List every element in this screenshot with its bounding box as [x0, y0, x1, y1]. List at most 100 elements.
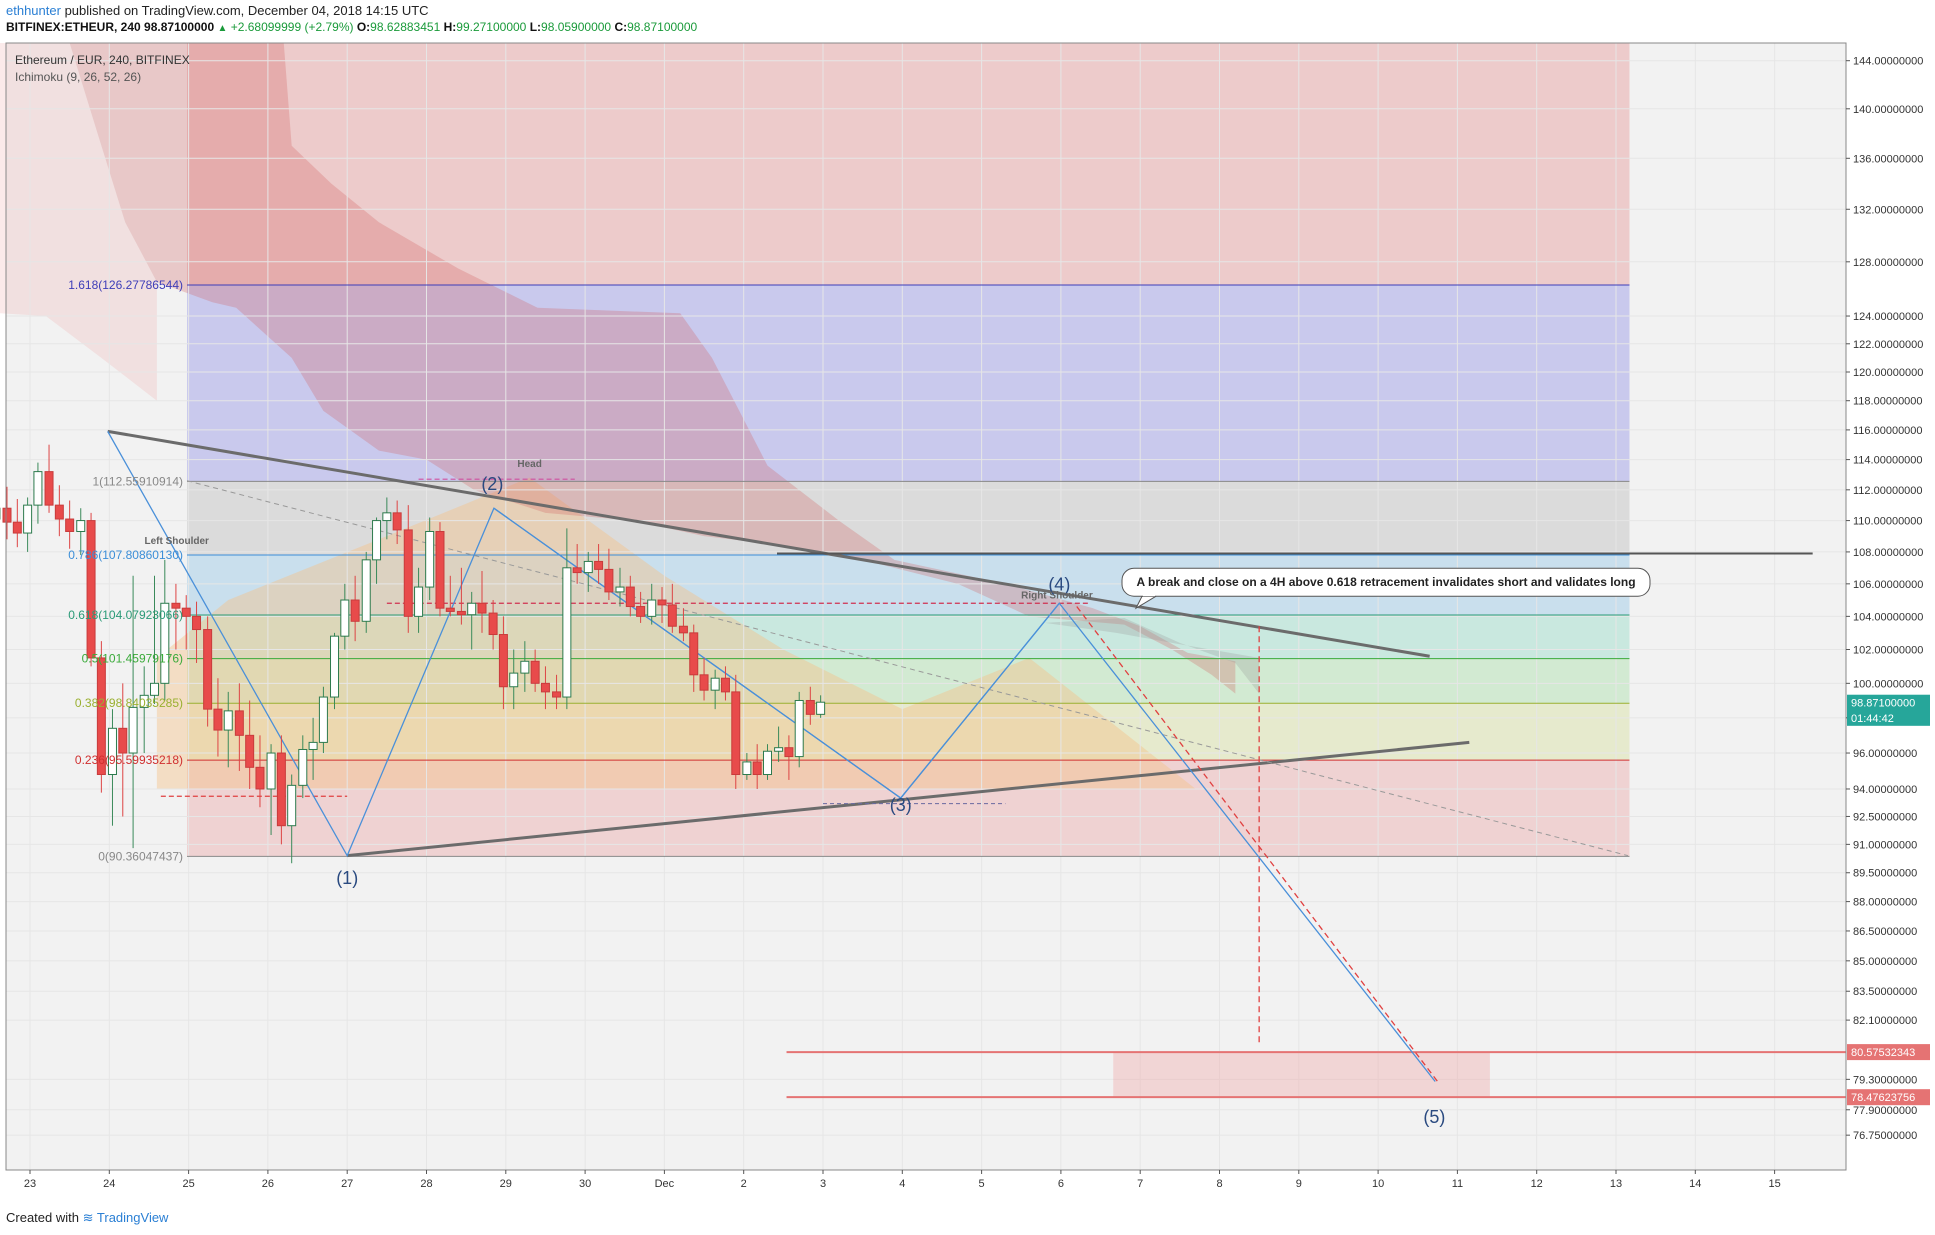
candle-body-33	[287, 784, 297, 827]
publish-info: published on TradingView.com, December 0…	[64, 3, 429, 18]
candle-body-67	[647, 599, 657, 617]
y-tick-label: 86.50000000	[1853, 926, 1917, 938]
fib-label-1.618: 1.618(126.27786544)	[68, 278, 183, 292]
y-tick-label: 83.50000000	[1853, 986, 1917, 998]
candle-body-51	[477, 602, 487, 614]
candle-body-81	[794, 699, 804, 758]
y-tick-label: 132.00000000	[1853, 204, 1923, 216]
x-tick-label: 7	[1137, 1178, 1143, 1190]
y-tick-label: 96.00000000	[1853, 748, 1917, 760]
candle-body-80	[784, 747, 794, 758]
annotation-text: A break and close on a 4H above 0.618 re…	[1136, 575, 1635, 589]
candle-body-53	[498, 634, 508, 688]
up-arrow-icon: ▲	[217, 23, 228, 34]
candle-body-39	[350, 599, 360, 622]
change-value: +2.68099999 (+2.79%)	[230, 20, 354, 34]
low-value: 98.05900000	[541, 20, 612, 34]
candles-layer	[0, 444, 826, 864]
low-label: L:	[529, 20, 542, 34]
annotation-box	[1121, 567, 1651, 597]
candle-body-42	[382, 512, 392, 522]
x-tick-label: 28	[420, 1178, 432, 1190]
x-tick-label: 15	[1768, 1178, 1780, 1190]
candle-body-77	[752, 761, 762, 776]
candle-body-43	[392, 512, 402, 531]
cloud-grey	[1045, 617, 1260, 694]
price-tag	[1847, 709, 1930, 726]
y-tick-label: 122.00000000	[1853, 339, 1923, 351]
candle-body-36	[318, 696, 328, 743]
candle-body-32	[276, 752, 286, 827]
cloud-red	[69, 43, 1236, 694]
candle-body-7	[12, 521, 22, 534]
y-tick-label: 102.00000000	[1853, 645, 1923, 657]
cloud-left	[0, 43, 157, 401]
candle-body-37	[330, 635, 340, 698]
candle-body-41	[372, 520, 382, 561]
wave-3-4-leg	[900, 602, 1060, 799]
y-tick-label: 110.00000000	[1853, 516, 1923, 528]
y-tick-label: 144.00000000	[1853, 56, 1923, 68]
neckline-resistance	[107, 429, 1430, 658]
x-tick-label: 2	[741, 1178, 747, 1190]
candle-body-75	[731, 691, 741, 776]
last-price: 98.87100000	[144, 20, 215, 34]
candle-body-62	[594, 560, 604, 570]
x-tick-label: 5	[979, 1178, 985, 1190]
x-tick-label: 14	[1689, 1178, 1701, 1190]
created-with: Created with	[6, 1210, 79, 1225]
tradingview-link[interactable]: TradingView	[96, 1210, 169, 1225]
wave-label: (4)	[1048, 574, 1070, 594]
x-tick-label: 6	[1058, 1178, 1064, 1190]
candle-body-60	[572, 567, 582, 574]
candle-body-54	[509, 672, 519, 688]
candle-body-40	[361, 559, 371, 622]
candle-body-24	[192, 615, 202, 631]
y-tick-label: 116.00000000	[1853, 425, 1923, 437]
candle-body-76	[742, 761, 752, 776]
candle-body-70	[678, 625, 688, 634]
candle-body-64	[615, 586, 625, 593]
candle-body-16	[107, 727, 117, 776]
candle-body-20	[150, 682, 160, 696]
candle-body-61	[583, 560, 593, 574]
fib-band-4	[187, 615, 1630, 659]
wave-label: (2)	[481, 474, 503, 494]
pattern-highlight	[156, 477, 1196, 789]
wave-label: (1)	[336, 868, 358, 888]
fib-label-0: 0(90.36047437)	[98, 849, 183, 863]
ohlc-header: BITFINEX:ETHEUR, 240 98.87100000 ▲ +2.68…	[6, 20, 697, 34]
high-label: H:	[443, 20, 457, 34]
candle-body-63	[604, 568, 614, 593]
y-tick-label: 140.00000000	[1853, 104, 1923, 116]
pattern-label: Left Shoulder	[144, 536, 209, 547]
ichimoku-cloud	[0, 43, 1260, 694]
author-link[interactable]: ethhunter	[6, 3, 61, 18]
candle-body-74	[720, 677, 730, 693]
candle-body-25	[203, 629, 213, 710]
fib-label-0.382: 0.382(98.84035285)	[75, 696, 183, 710]
fib-label-1: 1(112.55910914)	[92, 474, 183, 488]
x-tick-label: 12	[1531, 1178, 1543, 1190]
y-tick-label: 114.00000000	[1853, 455, 1923, 467]
y-tick-label: 76.75000000	[1853, 1130, 1917, 1142]
candle-body-46	[425, 530, 435, 588]
indicator-label: Ichimoku (9, 26, 52, 26)	[15, 70, 141, 84]
candle-body-45	[414, 586, 424, 617]
candle-body-69	[667, 604, 677, 627]
candle-body-35	[308, 741, 318, 750]
candle-body-34	[298, 748, 308, 786]
chart-title: Ethereum / EUR, 240, BITFINEX	[15, 53, 190, 67]
close-value: 98.87100000	[627, 20, 698, 34]
candle-body-57	[540, 682, 550, 693]
close-label: C:	[614, 20, 628, 34]
candle-body-14	[86, 520, 96, 659]
candle-body-15	[96, 657, 106, 776]
candle-body-68	[657, 599, 667, 606]
tradingview-icon: ≋	[82, 1210, 94, 1225]
chart-background	[6, 43, 1846, 1170]
candle-body-65	[625, 586, 635, 608]
y-tick-label: 89.50000000	[1853, 868, 1917, 880]
axes-layer: 144.00000000 140.00000000 136.00000000 132.…	[5, 42, 1935, 1196]
